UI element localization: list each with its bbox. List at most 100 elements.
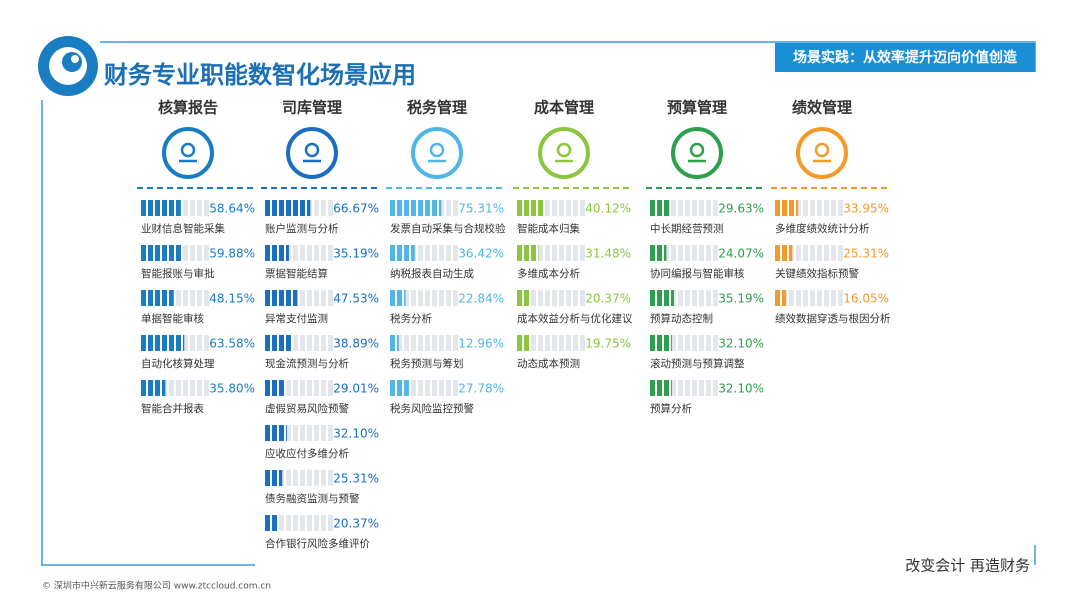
bar-segment-bg xyxy=(418,380,423,396)
bar-segment-bg xyxy=(810,290,815,306)
bar-segment-bg xyxy=(300,245,305,261)
item-label: 合作银行风险多维评价 xyxy=(265,537,370,550)
bar-segment xyxy=(397,290,402,306)
bar-segment-bg xyxy=(307,380,312,396)
bar-segment-bg xyxy=(314,290,319,306)
bar-segment-bg xyxy=(538,335,543,351)
bar-segment xyxy=(397,200,402,216)
bar-segment-bg xyxy=(204,290,209,306)
bar-segment-bg xyxy=(671,200,676,216)
column-icon xyxy=(538,127,590,179)
bar-segment-bg xyxy=(796,245,801,261)
icon-pin xyxy=(180,142,196,158)
bar-segment-bg xyxy=(314,515,319,531)
bar-segment-bg xyxy=(293,515,298,531)
bar-segment-bg xyxy=(566,335,571,351)
bar-segment-bg xyxy=(671,335,676,351)
column-title: 核算报告 xyxy=(158,99,218,117)
item-label: 绩效数据穿透与根因分析 xyxy=(775,312,891,325)
bar-segment-bg xyxy=(439,380,444,396)
item-label: 协同编报与智能审核 xyxy=(650,267,745,280)
column-title: 预算管理 xyxy=(667,99,727,117)
bar-segment xyxy=(272,200,277,216)
bar-segment xyxy=(155,200,160,216)
bar-segment xyxy=(390,290,395,306)
bar-segment-bg xyxy=(432,290,437,306)
icon-pin xyxy=(689,142,705,158)
bar-segment-bg xyxy=(559,335,564,351)
bar-segment-bg xyxy=(190,290,195,306)
bar-segment xyxy=(517,200,522,216)
column-icon xyxy=(286,127,338,179)
bar-segment-bg xyxy=(699,200,704,216)
bar-segment xyxy=(169,200,174,216)
item-label: 税务预测与筹划 xyxy=(390,357,464,370)
bar-segment-bg xyxy=(692,335,697,351)
progress-bar xyxy=(141,245,181,261)
bar-segment-bg xyxy=(713,290,718,306)
item-label: 中长期经营预测 xyxy=(650,222,724,235)
bar-segment-bg xyxy=(418,290,423,306)
bar-segment-bg xyxy=(204,335,209,351)
progress-bar xyxy=(517,290,529,306)
bar-segment-bg xyxy=(446,290,451,306)
progress-bar xyxy=(265,335,291,351)
item-label: 预算分析 xyxy=(650,402,692,415)
bar-segment xyxy=(169,245,174,261)
bar-segment-bg xyxy=(552,335,557,351)
bar-segment xyxy=(789,200,794,216)
bar-segment xyxy=(272,245,277,261)
bar-segment xyxy=(279,245,284,261)
bar-segment-bg xyxy=(411,380,416,396)
progress-bar xyxy=(265,425,287,441)
item-label: 票据智能结算 xyxy=(265,267,328,280)
bar-segment-bg xyxy=(300,425,305,441)
progress-bar xyxy=(265,515,277,531)
value-label: 63.58% xyxy=(209,337,255,351)
bar-segment-bg xyxy=(328,200,333,216)
bar-segment xyxy=(141,335,146,351)
bar-segment xyxy=(162,380,166,396)
value-label: 35.19% xyxy=(718,292,764,306)
bar-segment xyxy=(141,245,146,261)
bar-segment xyxy=(176,245,181,261)
bar-segment xyxy=(265,200,270,216)
value-label: 40.12% xyxy=(585,202,631,216)
bar-segment-bg xyxy=(439,290,444,306)
bar-segment xyxy=(538,200,543,216)
bar-segment-bg xyxy=(573,335,578,351)
bar-segment-bg xyxy=(411,335,416,351)
bar-segment-bg xyxy=(706,245,711,261)
bar-segment xyxy=(397,335,399,351)
bar-segment-bg xyxy=(197,290,202,306)
bar-segment-bg xyxy=(824,290,829,306)
progress-bar xyxy=(390,245,415,261)
bar-segment-bg xyxy=(552,290,557,306)
progress-bar xyxy=(650,290,674,306)
bar-segment-bg xyxy=(803,290,808,306)
progress-bar xyxy=(650,335,672,351)
item-label: 自动化核算处理 xyxy=(141,357,215,370)
item-label: 税务分析 xyxy=(390,312,432,325)
progress-bar xyxy=(650,245,667,261)
column-icon xyxy=(411,127,463,179)
bar-segment-bg xyxy=(692,200,697,216)
bar-segment xyxy=(650,335,655,351)
bar-segment xyxy=(531,245,536,261)
bar-segment-bg xyxy=(321,245,326,261)
bar-segment xyxy=(782,200,787,216)
bar-segment-bg xyxy=(538,290,543,306)
progress-bar xyxy=(265,290,298,306)
progress-bar xyxy=(141,290,174,306)
bar-segment-bg xyxy=(531,290,536,306)
bar-segment-bg xyxy=(307,515,312,531)
icon-pin xyxy=(304,142,320,158)
bar-segment xyxy=(265,290,270,306)
item-label: 智能合并报表 xyxy=(141,402,204,415)
bar-segment xyxy=(265,515,270,531)
bar-segment-bg xyxy=(190,245,195,261)
item-label: 智能报账与审批 xyxy=(141,267,215,280)
bar-segment xyxy=(664,335,669,351)
bar-segment-bg xyxy=(573,245,578,261)
value-label: 48.15% xyxy=(209,292,255,306)
